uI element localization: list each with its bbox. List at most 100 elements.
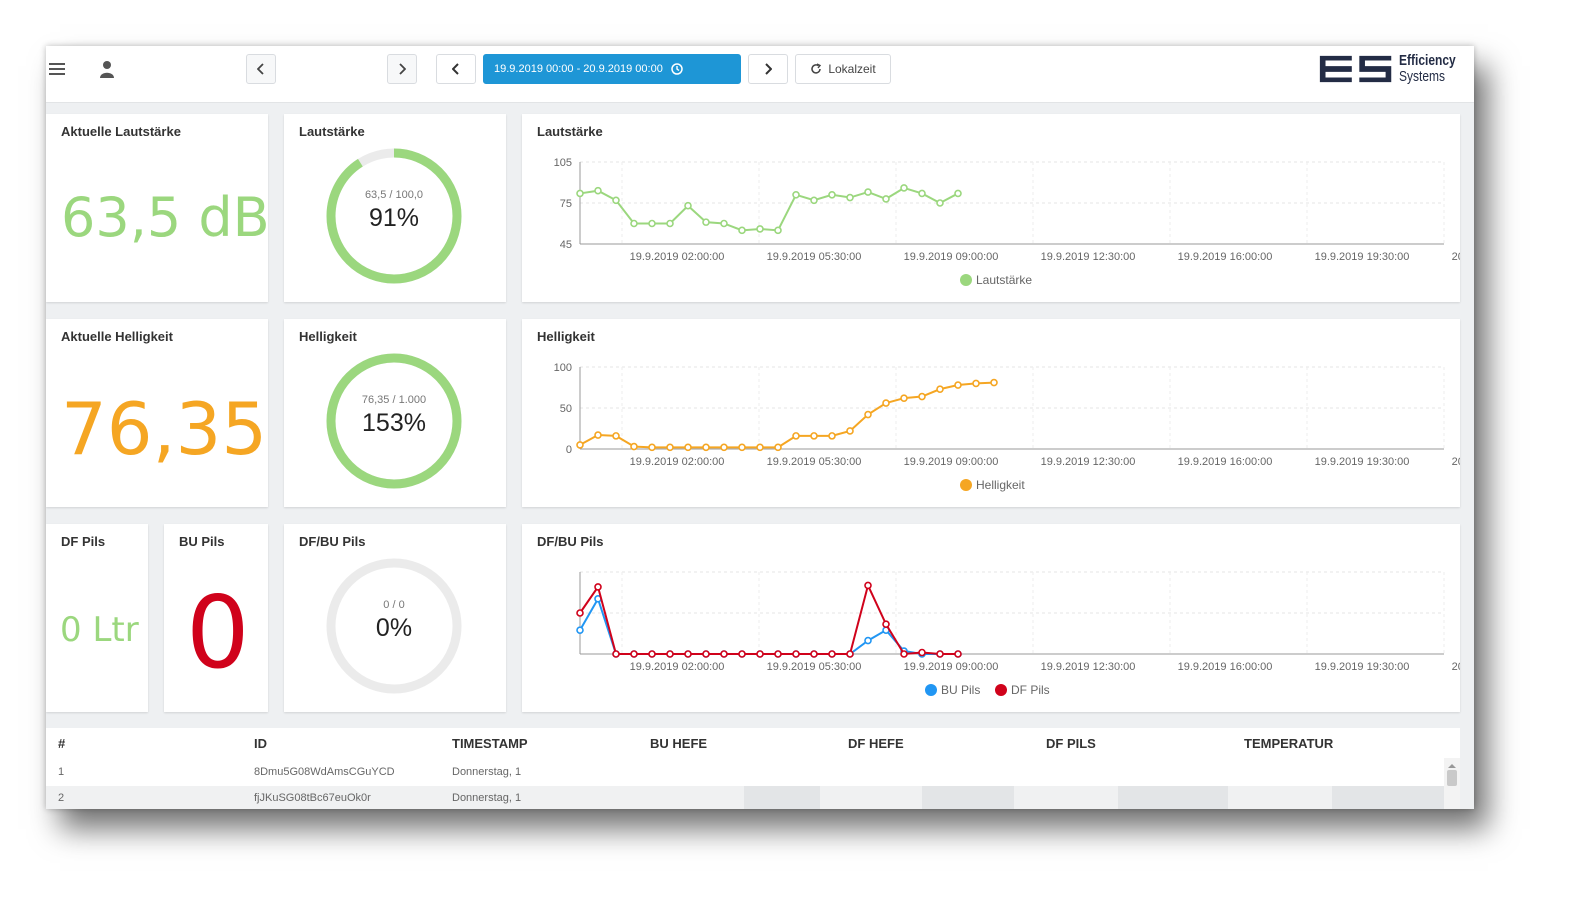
data-point[interactable] [720, 219, 728, 228]
data-point[interactable] [612, 650, 620, 658]
gauge-sub-label: 0 / 0 [383, 599, 404, 611]
data-point[interactable] [918, 392, 926, 401]
data-point[interactable] [756, 225, 764, 233]
table-header-df-pils[interactable]: DF PILS [1046, 736, 1096, 751]
data-point[interactable] [900, 650, 908, 658]
menu-icon[interactable] [46, 54, 68, 84]
data-point[interactable] [774, 226, 782, 235]
data-point[interactable] [900, 394, 908, 402]
data-point[interactable] [720, 650, 728, 658]
data-point[interactable] [792, 432, 800, 440]
scrollbar-thumb[interactable] [1447, 770, 1457, 786]
date-next-button[interactable] [748, 54, 788, 84]
chevron-left-icon[interactable] [246, 54, 276, 84]
legend-label[interactable]: DF Pils [1011, 683, 1050, 697]
data-point[interactable] [720, 443, 728, 452]
data-point[interactable] [810, 432, 818, 440]
data-point[interactable] [864, 581, 872, 590]
data-point[interactable] [576, 441, 584, 449]
legend-marker[interactable] [925, 684, 937, 696]
data-point[interactable] [954, 189, 962, 198]
data-point[interactable] [702, 650, 710, 658]
card-title: DF/BU Pils [537, 534, 604, 549]
data-point[interactable] [810, 196, 818, 205]
data-point[interactable] [756, 650, 764, 658]
table-header-id[interactable]: ID [254, 736, 267, 751]
data-point[interactable] [576, 626, 584, 634]
data-point[interactable] [594, 186, 602, 195]
data-point[interactable] [990, 378, 998, 387]
data-point[interactable] [810, 650, 818, 658]
data-point[interactable] [900, 184, 908, 192]
legend-marker[interactable] [995, 684, 1007, 696]
data-point[interactable] [594, 583, 602, 591]
legend-label[interactable]: BU Pils [941, 683, 980, 697]
table-header-temperatur[interactable]: TEMPERATUR [1244, 736, 1334, 751]
data-point[interactable] [954, 650, 962, 658]
data-point[interactable] [936, 199, 944, 207]
data-point[interactable] [864, 410, 872, 419]
table-header-num[interactable]: # [58, 736, 66, 751]
scroll-up-icon[interactable] [1444, 761, 1460, 771]
table-scrollbar[interactable] [1444, 758, 1460, 809]
data-point[interactable] [846, 193, 854, 202]
data-point[interactable] [702, 218, 710, 226]
data-point[interactable] [864, 636, 872, 645]
data-point[interactable] [738, 226, 746, 235]
data-point[interactable] [666, 219, 674, 228]
data-point[interactable] [630, 219, 638, 228]
data-point[interactable] [594, 431, 602, 439]
data-point[interactable] [576, 189, 584, 198]
data-point[interactable] [576, 609, 584, 617]
chevron-right-icon[interactable] [387, 54, 417, 84]
x-tick-label: 19.9.2019 05:30:00 [767, 456, 862, 468]
date-range-button[interactable]: 19.9.2019 00:00 - 20.9.2019 00:00 [483, 54, 741, 84]
user-icon[interactable] [96, 54, 118, 84]
data-point[interactable] [648, 443, 656, 452]
data-point[interactable] [792, 191, 800, 199]
table-header-bu-hefe[interactable]: BU HEFE [650, 736, 708, 751]
data-point[interactable] [918, 189, 926, 198]
data-point[interactable] [684, 201, 692, 210]
data-point[interactable] [648, 650, 656, 658]
legend-label[interactable]: Helligkeit [976, 478, 1025, 492]
data-point[interactable] [846, 650, 854, 658]
data-point[interactable] [756, 443, 764, 452]
data-point[interactable] [936, 650, 944, 658]
table-header-df-hefe[interactable]: DF HEFE [848, 736, 904, 751]
data-point[interactable] [684, 443, 692, 452]
data-point[interactable] [612, 196, 620, 205]
data-point[interactable] [774, 443, 782, 452]
data-point[interactable] [828, 191, 836, 199]
card-title: Helligkeit [537, 329, 595, 344]
data-point[interactable] [666, 443, 674, 452]
refresh-button[interactable]: Lokalzeit [795, 54, 891, 84]
data-point[interactable] [774, 650, 782, 658]
data-point[interactable] [954, 381, 962, 389]
data-point[interactable] [684, 650, 692, 658]
data-point[interactable] [792, 650, 800, 658]
data-point[interactable] [882, 620, 890, 628]
data-point[interactable] [738, 443, 746, 452]
data-point[interactable] [918, 648, 926, 657]
data-point[interactable] [882, 399, 890, 407]
data-point[interactable] [846, 427, 854, 435]
data-point[interactable] [630, 442, 638, 451]
data-point[interactable] [882, 195, 890, 203]
data-point[interactable] [630, 650, 638, 658]
data-point[interactable] [666, 650, 674, 658]
data-point[interactable] [702, 443, 710, 452]
legend-marker[interactable] [960, 479, 972, 491]
data-point[interactable] [828, 432, 836, 440]
data-point[interactable] [972, 379, 980, 388]
data-point[interactable] [612, 432, 620, 440]
date-prev-button[interactable] [436, 54, 476, 84]
data-point[interactable] [648, 219, 656, 228]
data-point[interactable] [828, 650, 836, 658]
legend-label[interactable]: Lautstärke [976, 273, 1032, 287]
data-point[interactable] [936, 385, 944, 393]
legend-marker[interactable] [960, 274, 972, 286]
table-header-timestamp[interactable]: TIMESTAMP [452, 736, 528, 751]
data-point[interactable] [738, 650, 746, 658]
data-point[interactable] [864, 188, 872, 196]
